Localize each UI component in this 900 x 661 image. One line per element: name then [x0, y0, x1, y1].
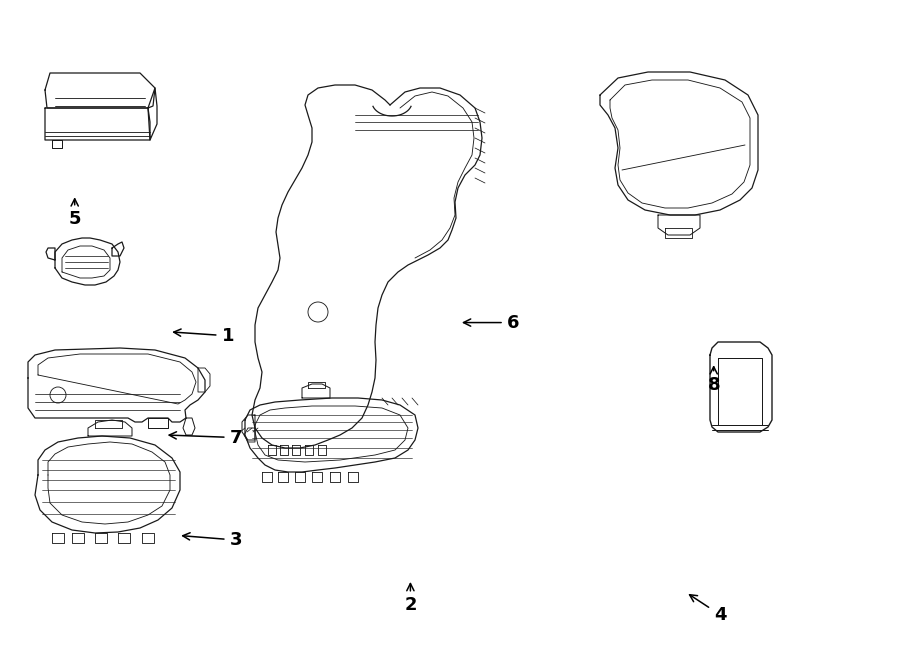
- Text: 3: 3: [183, 531, 242, 549]
- Text: 6: 6: [464, 313, 519, 332]
- Text: 1: 1: [174, 327, 234, 345]
- Text: 7: 7: [169, 428, 242, 447]
- Text: 8: 8: [707, 367, 720, 395]
- Text: 2: 2: [404, 584, 417, 615]
- Text: 5: 5: [68, 199, 81, 229]
- Text: 4: 4: [689, 595, 726, 624]
